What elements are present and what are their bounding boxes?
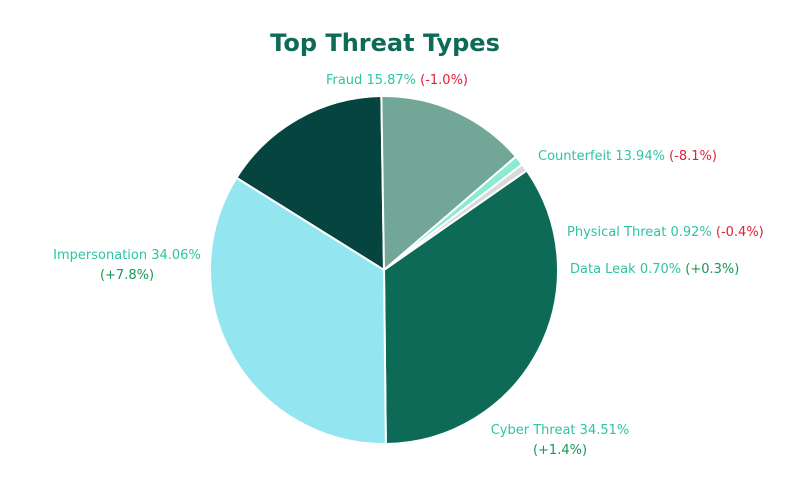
label-fraud: Fraud 15.87% (-1.0%) (326, 73, 468, 88)
pie-slices (209, 95, 559, 446)
label-name: Cyber Threat (491, 423, 580, 438)
label-data-leak: Data Leak 0.70% (+0.3%) (570, 262, 739, 277)
slice-cyber-threat (382, 169, 559, 446)
label-name: Data Leak (570, 262, 640, 277)
label-physical-threat: Physical Threat 0.92% (-0.4%) (567, 225, 764, 240)
label-cyber-threat: Cyber Threat 34.51% (+1.4%) (491, 423, 630, 458)
label-change: (-1.0%) (420, 73, 468, 88)
label-name: Physical Threat (567, 225, 670, 240)
pie-labels: Fraud 15.87% (-1.0%) Counterfeit 13.94% (… (53, 73, 764, 458)
label-value: 34.06% (151, 248, 201, 263)
label-change: (+0.3%) (685, 262, 739, 277)
label-value: 13.94% (615, 149, 669, 164)
slice-fraud (235, 95, 386, 272)
label-change: (+1.4%) (533, 443, 587, 458)
label-change: (+7.8%) (100, 268, 154, 283)
label-name: Fraud (326, 73, 366, 88)
label-counterfeit: Counterfeit 13.94% (-8.1%) (538, 149, 717, 164)
label-name: Counterfeit (538, 149, 615, 164)
slice-impersonation (209, 176, 387, 445)
slice-counterfeit (380, 95, 518, 273)
label-value: 34.51% (580, 423, 630, 438)
chart-title: Top Threat Types (270, 29, 500, 57)
label-change: (-8.1%) (669, 149, 717, 164)
label-value: 15.87% (366, 73, 420, 88)
label-value: 0.92% (670, 225, 715, 240)
label-impersonation: Impersonation 34.06% (+7.8%) (53, 248, 201, 283)
label-value: 0.70% (640, 262, 685, 277)
label-change: (-0.4%) (716, 225, 764, 240)
label-name: Impersonation (53, 248, 151, 263)
